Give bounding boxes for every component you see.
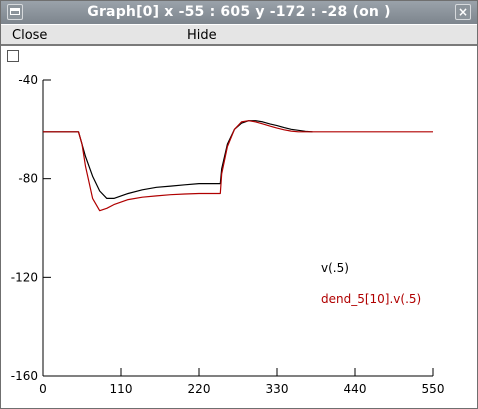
close-menu-button[interactable]: Close	[12, 28, 48, 43]
y-tick-label: -40	[18, 73, 38, 87]
x-tick-label: 220	[188, 382, 211, 396]
series-lines-group	[43, 120, 433, 212]
x-tick-label: 550	[422, 382, 445, 396]
series-line-0	[43, 120, 313, 199]
menu-bar: Close Hide	[1, 24, 477, 46]
x-tick-label: 110	[110, 382, 133, 396]
legend-label-0: v(.5)	[321, 261, 349, 275]
window-menu-icon[interactable]	[7, 4, 23, 20]
y-tick-label: -120	[11, 270, 38, 284]
y-tick-label: -80	[18, 172, 38, 186]
y-tick-label: -160	[11, 369, 38, 383]
x-tick-label: 330	[266, 382, 289, 396]
legend-group: v(.5) dend_5[10].v(.5)	[321, 261, 421, 306]
title-bar[interactable]: Graph[0] x -55 : 605 y -172 : -28 (on ) …	[1, 1, 477, 24]
close-window-icon[interactable]: ×	[455, 4, 471, 20]
x-tick-label: 0	[39, 382, 47, 396]
legend-label-1: dend_5[10].v(.5)	[321, 292, 421, 306]
window-title: Graph[0] x -55 : 605 y -172 : -28 (on )	[87, 4, 391, 20]
series-line-1	[43, 120, 433, 212]
graph-checkbox[interactable]	[7, 50, 19, 62]
x-tick-label: 440	[344, 382, 367, 396]
hide-menu-button[interactable]: Hide	[187, 28, 217, 43]
